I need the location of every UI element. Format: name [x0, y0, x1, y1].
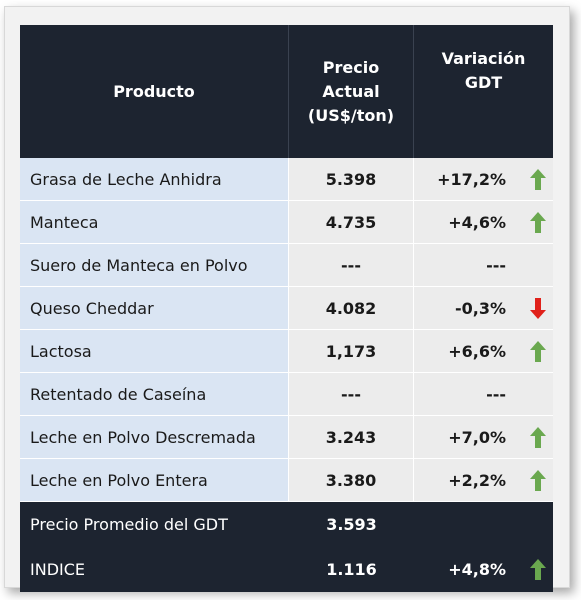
header-precio-line3: (US$/ton): [307, 105, 395, 125]
product-name: Retentado de Caseína: [20, 373, 289, 416]
product-name: Manteca: [20, 201, 289, 244]
header-row: Producto Precio Actual (US$/ton) Variaci…: [20, 25, 553, 158]
gdt-variation: +7,0%: [448, 427, 506, 447]
product-name: Suero de Manteca en Polvo: [20, 244, 289, 287]
header-variacion-gdt: Variación GDT: [414, 25, 553, 158]
product-row: Leche en Polvo Descremada 3.243 +7,0%: [20, 416, 553, 459]
header-variacion-line2: GDT: [464, 73, 503, 92]
current-price: 1.116: [289, 547, 414, 592]
summary-row: INDICE 1.116 +4,8%: [20, 547, 553, 592]
gdt-variation-cell: -0,3%: [414, 287, 553, 330]
product-row: Retentado de Caseína --- ---: [20, 373, 553, 416]
product-name: Precio Promedio del GDT: [20, 502, 289, 547]
arrow-up-icon: [528, 426, 548, 448]
current-price: 1,173: [289, 330, 414, 373]
product-row: Queso Cheddar 4.082 -0,3%: [20, 287, 553, 330]
gdt-variation-cell: ---: [414, 244, 553, 287]
current-price: ---: [289, 373, 414, 416]
current-price: ---: [289, 244, 414, 287]
product-row: Leche en Polvo Entera 3.380 +2,2%: [20, 459, 553, 502]
arrow-up-icon: [528, 469, 548, 491]
gdt-variation-cell: +4,8%: [414, 547, 553, 592]
gdt-variation: +17,2%: [437, 169, 506, 189]
current-price: 4.735: [289, 201, 414, 244]
table-frame: Producto Precio Actual (US$/ton) Variaci…: [4, 6, 570, 592]
gdt-variation-cell: +7,0%: [414, 416, 553, 459]
current-price: 5.398: [289, 158, 414, 201]
arrow-down-icon: [528, 297, 548, 319]
gdt-variation-cell: [414, 502, 553, 547]
product-name: Grasa de Leche Anhidra: [20, 158, 289, 201]
gdt-variation-cell: +6,6%: [414, 330, 553, 373]
header-precio-actual: Precio Actual (US$/ton): [289, 25, 414, 158]
product-row: Suero de Manteca en Polvo --- ---: [20, 244, 553, 287]
header-variacion-line1: Variación: [441, 49, 526, 68]
summary-row: Precio Promedio del GDT 3.593: [20, 502, 553, 547]
current-price: 4.082: [289, 287, 414, 330]
gdt-variation: +4,8%: [448, 560, 506, 579]
product-name: Leche en Polvo Descremada: [20, 416, 289, 459]
product-name: INDICE: [20, 547, 289, 592]
product-row: Manteca 4.735 +4,6%: [20, 201, 553, 244]
gdt-variation: ---: [486, 255, 506, 275]
arrow-up-icon: [528, 559, 548, 581]
header-precio-line2: Actual: [322, 81, 380, 101]
gdt-variation: -0,3%: [454, 298, 506, 318]
product-row: Grasa de Leche Anhidra 5.398 +17,2%: [20, 158, 553, 201]
gdt-variation-cell: +2,2%: [414, 459, 553, 502]
arrow-up-icon: [528, 340, 548, 362]
gdt-variation: +4,6%: [448, 212, 506, 232]
gdt-variation: +6,6%: [448, 341, 506, 361]
product-row: Lactosa 1,173 +6,6%: [20, 330, 553, 373]
arrow-up-icon: [528, 168, 548, 190]
gdt-price-table: Producto Precio Actual (US$/ton) Variaci…: [20, 25, 553, 592]
current-price: 3.243: [289, 416, 414, 459]
header-precio-line1: Precio: [322, 57, 380, 77]
current-price: 3.593: [289, 502, 414, 547]
gdt-variation: +2,2%: [448, 470, 506, 490]
product-name: Leche en Polvo Entera: [20, 459, 289, 502]
gdt-variation-cell: ---: [414, 373, 553, 416]
current-price: 3.380: [289, 459, 414, 502]
product-name: Lactosa: [20, 330, 289, 373]
header-producto: Producto: [20, 25, 289, 158]
product-name: Queso Cheddar: [20, 287, 289, 330]
gdt-variation-cell: +17,2%: [414, 158, 553, 201]
gdt-variation-cell: +4,6%: [414, 201, 553, 244]
arrow-up-icon: [528, 211, 548, 233]
gdt-variation: ---: [486, 384, 506, 404]
